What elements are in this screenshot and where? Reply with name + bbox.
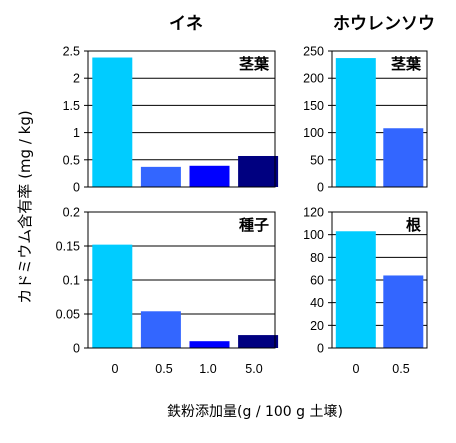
panel-label: 茎葉 [391,55,422,73]
bar [335,58,376,188]
y-tick-label: 60 [310,274,324,288]
bar [92,57,133,187]
bar [238,335,279,348]
y-axis-label: カドミウム含有率 (mg / kg) [16,110,34,303]
y-tick-label: 2 [73,72,80,86]
y-tick-label: 20 [310,319,324,333]
column-title-rice: イネ [169,14,203,34]
y-tick-label: 0 [317,342,324,356]
chart-panel-1: 0 50 100 150 200 250 茎葉 [303,45,428,195]
plot-frame [331,211,428,349]
x-axis-label: 鉄粉添加量(g / 100 g 土壌) [167,404,343,420]
y-tick-label: 120 [303,206,324,220]
panel-label: 種子 [239,216,269,234]
x-tick-label: 5.0 [245,362,262,376]
plot-frame [87,50,276,188]
bar [189,165,230,187]
y-tick-label: 150 [303,99,324,113]
y-tick-label: 0 [73,181,80,195]
chart-panel-3: 0 20 40 60 80 100 120 根 0 0.5 [303,206,428,376]
y-tick-label: 0.05 [56,308,80,322]
x-tick-label: 0.5 [392,362,409,376]
bar [189,341,230,348]
y-tick-label: 100 [303,228,324,242]
y-tick-label: 1.5 [63,99,80,113]
bar [383,128,424,187]
y-tick-label: 0.2 [63,206,80,220]
x-tick-label: 0 [353,362,360,376]
panel-label: 茎葉 [239,55,270,73]
plot-frame [87,211,276,349]
x-tick-label: 0.5 [155,362,172,376]
chart-panels: 00.511.522.5茎葉050100150200250茎葉00.050.10… [56,45,428,376]
y-tick-label: 0.15 [56,240,80,254]
y-tick-label: 0.5 [63,153,80,167]
bar [383,275,424,348]
bar [92,244,133,348]
y-tick-label: 0 [317,181,324,195]
y-tick-label: 0 [73,342,80,356]
x-tick-label: 0 [112,362,119,376]
bar [140,166,181,187]
chart-panel-0: 0 0.5 1 1.5 2 2.5 茎葉 [63,45,279,195]
y-tick-label: 100 [303,126,324,140]
y-tick-label: 80 [310,251,324,265]
plot-frame [331,50,428,188]
y-tick-label: 1 [73,126,80,140]
bar [335,231,376,348]
bar [140,311,181,348]
panel-label: 根 [406,216,421,234]
bar [238,155,279,187]
y-tick-label: 40 [310,296,324,310]
y-tick-label: 50 [310,153,324,167]
y-tick-label: 0.1 [63,274,80,288]
y-tick-label: 200 [303,72,324,86]
y-tick-label: 250 [303,45,324,59]
chart-panel-2: 0 0.05 0.1 0.15 0.2 種子 0 0.5 1.0 5.0 [56,206,279,376]
column-title-spinach: ホウレンソウ [333,14,435,34]
y-tick-label: 2.5 [63,45,80,59]
x-tick-label: 1.0 [199,362,216,376]
